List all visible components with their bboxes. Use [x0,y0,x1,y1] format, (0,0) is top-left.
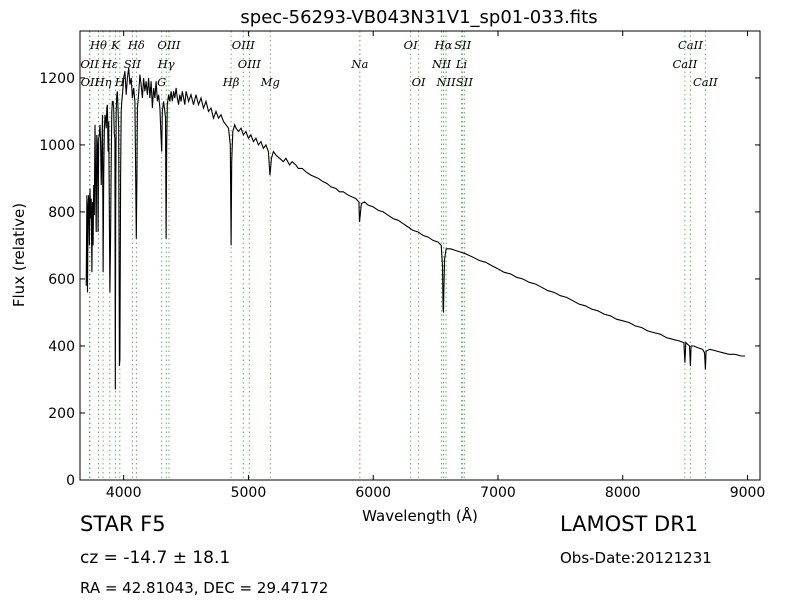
marker-label-2: Hθ [89,38,107,52]
marker-label-27: CaII [693,75,718,89]
x-tick-label-3: 7000 [480,485,516,501]
spectrum-line [85,67,745,390]
marker-label-12: OIII [232,38,256,52]
marker-label-8: Hδ [127,38,145,52]
object-type: STAR F5 [80,512,166,536]
x-tick-label-5: 9000 [730,485,766,501]
marker-label-25: CaII [678,38,703,52]
x-tick-label-1: 5000 [231,485,267,501]
y-axis: 0 200 400 600 800 1000 1200 [39,71,760,489]
marker-label-17: OI [404,38,418,52]
y-tick-label-5: 1000 [39,138,75,154]
marker-label-1: OII [81,75,100,89]
y-tick-label-0: 0 [66,473,75,489]
y-axis-label: Flux (relative) [10,203,28,307]
chart-title: spec-56293-VB043N31V1_sp01-033.fits [240,7,597,28]
survey-release: LAMOST DR1 [560,512,699,536]
marker-label-26: CaII [673,57,698,71]
x-tick-label-0: 4000 [106,485,142,501]
marker-label-5: K [110,38,121,52]
redshift-cz: cz = -14.7 ± 18.1 [80,548,231,568]
marker-label-4: Hε [101,57,118,71]
x-axis-label: Wavelength (Å) [362,506,478,525]
marker-label-11: G [157,75,166,89]
marker-label-16: Na [350,57,368,71]
marker-label-20: NII [431,57,452,71]
marker-label-0: OII [80,57,99,71]
marker-label-6: SII [124,57,141,71]
plot-frame [79,30,761,481]
marker-lines [89,31,706,480]
marker-label-21: NII [435,75,456,89]
x-axis: 4000 5000 6000 7000 8000 9000 [106,31,765,501]
y-tick-label-6: 1200 [39,71,75,87]
marker-label-10: Hγ [157,57,175,71]
coordinates: RA = 42.81043, DEC = 29.47172 [80,579,329,597]
y-tick-label-3: 600 [48,272,75,288]
marker-label-3: Hη [94,75,112,89]
marker-label-19: Hα [434,38,453,52]
marker-label-15: Mg [260,75,280,89]
marker-label-18: OI [412,75,426,89]
marker-label-24: SII [456,75,473,89]
marker-label-14: Hβ [222,75,240,89]
x-tick-label-4: 8000 [605,485,641,501]
observation-date: Obs-Date:20121231 [560,549,712,567]
x-tick-label-2: 6000 [355,485,391,501]
y-tick-label-4: 800 [48,205,75,221]
marker-label-23: Li [455,57,468,71]
y-tick-label-2: 400 [48,339,75,355]
y-tick-label-1: 200 [48,406,75,422]
marker-label-13: OIII [238,57,262,71]
marker-label-9: OIII [157,38,181,52]
marker-label-22: SII [454,38,471,52]
